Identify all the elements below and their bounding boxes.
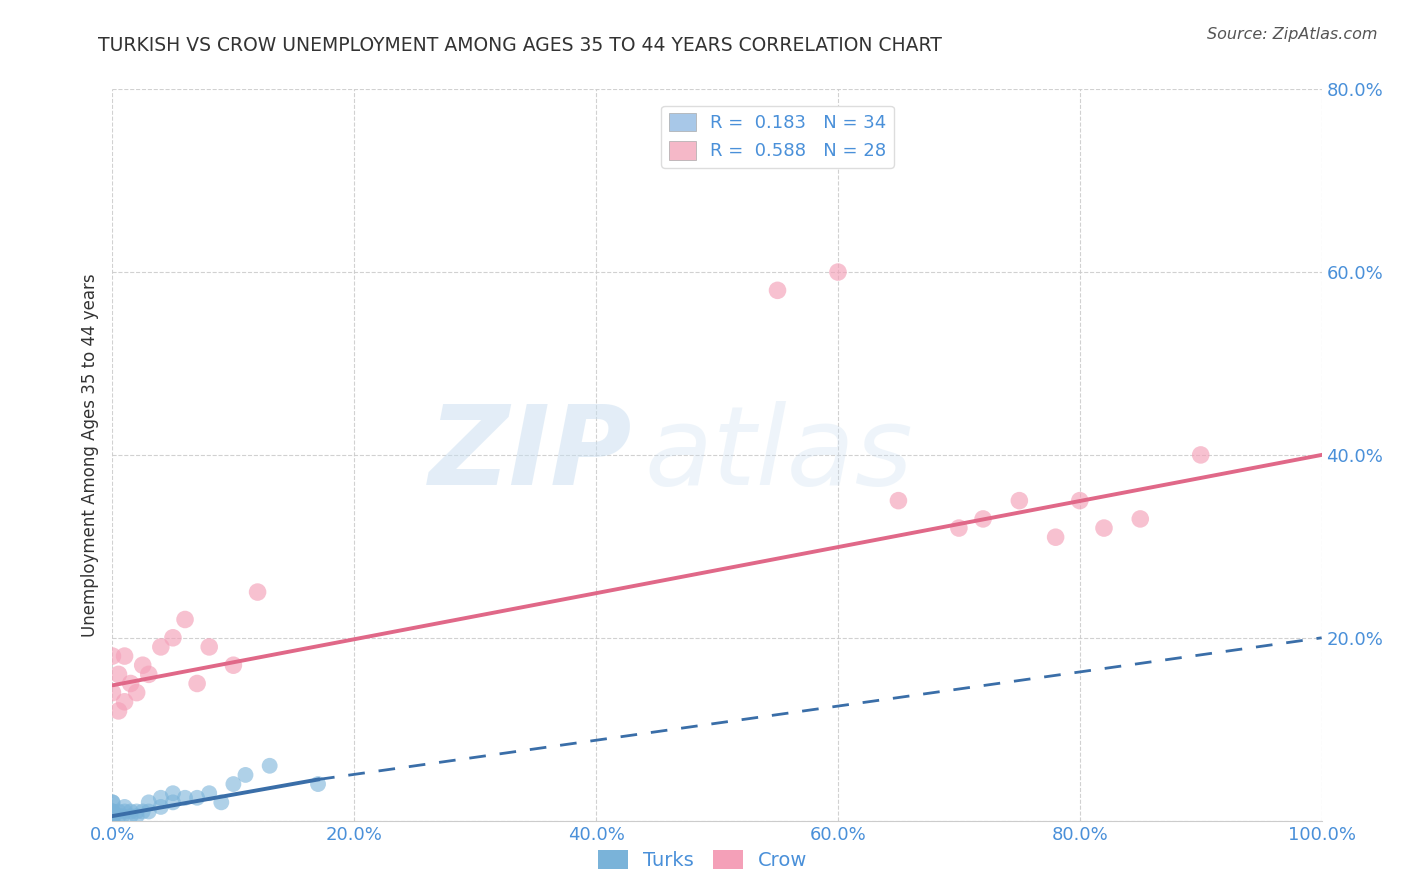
- Point: [138, 667, 160, 681]
- Point: [101, 805, 124, 819]
- Point: [174, 790, 197, 805]
- Point: [259, 758, 281, 772]
- Point: [114, 805, 136, 819]
- Point: [307, 777, 329, 791]
- Point: [766, 284, 789, 298]
- Point: [948, 521, 970, 535]
- Point: [1008, 493, 1031, 508]
- Point: [107, 805, 129, 819]
- Point: [101, 796, 124, 810]
- Point: [186, 676, 208, 690]
- Point: [1129, 512, 1152, 526]
- Point: [209, 796, 232, 810]
- Point: [111, 809, 134, 823]
- Point: [101, 686, 124, 700]
- Point: [235, 768, 257, 782]
- Point: [120, 805, 142, 819]
- Point: [162, 796, 184, 810]
- Point: [125, 686, 148, 700]
- Text: ZIP: ZIP: [429, 401, 633, 508]
- Point: [1092, 521, 1115, 535]
- Point: [114, 800, 136, 814]
- Point: [120, 809, 142, 823]
- Point: [114, 695, 136, 709]
- Point: [101, 809, 124, 823]
- Point: [101, 805, 124, 819]
- Legend: R =  0.183   N = 34, R =  0.588   N = 28: R = 0.183 N = 34, R = 0.588 N = 28: [661, 105, 894, 168]
- Point: [149, 800, 172, 814]
- Y-axis label: Unemployment Among Ages 35 to 44 years: Unemployment Among Ages 35 to 44 years: [80, 273, 98, 637]
- Point: [246, 585, 269, 599]
- Point: [174, 613, 197, 627]
- Point: [138, 796, 160, 810]
- Point: [101, 805, 124, 819]
- Point: [120, 676, 142, 690]
- Point: [1045, 530, 1067, 544]
- Point: [827, 265, 849, 279]
- Point: [101, 649, 124, 664]
- Point: [107, 667, 129, 681]
- Point: [887, 493, 910, 508]
- Point: [101, 796, 124, 810]
- Point: [101, 809, 124, 823]
- Legend: Turks, Crow: Turks, Crow: [591, 842, 815, 878]
- Point: [149, 640, 172, 654]
- Point: [101, 814, 124, 828]
- Point: [138, 805, 160, 819]
- Point: [101, 814, 124, 828]
- Text: TURKISH VS CROW UNEMPLOYMENT AMONG AGES 35 TO 44 YEARS CORRELATION CHART: TURKISH VS CROW UNEMPLOYMENT AMONG AGES …: [98, 36, 942, 54]
- Point: [132, 658, 155, 673]
- Text: Source: ZipAtlas.com: Source: ZipAtlas.com: [1208, 27, 1378, 42]
- Point: [101, 805, 124, 819]
- Point: [125, 809, 148, 823]
- Point: [222, 777, 245, 791]
- Point: [162, 786, 184, 800]
- Point: [107, 809, 129, 823]
- Point: [162, 631, 184, 645]
- Point: [132, 805, 155, 819]
- Point: [186, 790, 208, 805]
- Point: [972, 512, 994, 526]
- Point: [114, 649, 136, 664]
- Point: [198, 786, 221, 800]
- Point: [1069, 493, 1091, 508]
- Point: [125, 805, 148, 819]
- Point: [198, 640, 221, 654]
- Point: [149, 790, 172, 805]
- Point: [222, 658, 245, 673]
- Point: [107, 704, 129, 718]
- Point: [1189, 448, 1212, 462]
- Text: atlas: atlas: [644, 401, 912, 508]
